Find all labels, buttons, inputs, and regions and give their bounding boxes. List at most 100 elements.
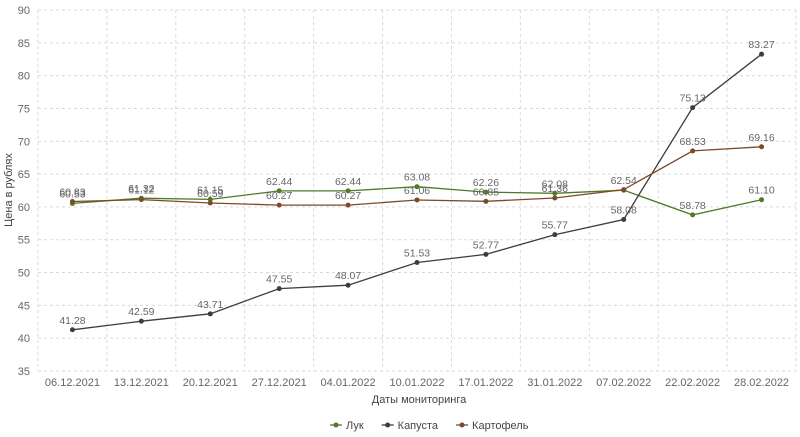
y-tick-label: 90 [18,5,30,17]
y-tick-label: 50 [18,268,30,280]
data-point [621,187,627,193]
data-label: 60.27 [266,190,292,202]
data-point [69,327,75,333]
data-point [138,318,144,324]
data-label: 55.77 [542,220,568,232]
x-tick-label: 28.02.2022 [734,377,789,389]
data-label: 83.27 [748,39,774,51]
data-label: 75.13 [679,93,705,105]
data-point [138,197,144,203]
data-point [552,190,558,196]
data-label: 61.15 [197,184,223,196]
x-tick-label: 06.12.2021 [45,377,100,389]
data-label: 60.85 [473,186,499,198]
data-point [483,251,489,257]
y-tick-label: 70 [18,136,30,148]
data-point [690,212,696,218]
data-point [414,260,420,266]
data-label: 52.77 [473,239,499,251]
legend-label: Капуста [398,420,439,432]
data-label: 47.55 [266,274,292,286]
data-point [207,196,213,202]
y-axis-title: Цена в рублях [3,153,15,227]
data-point [690,148,696,154]
data-label: 61.36 [542,183,568,195]
data-point [345,282,351,288]
y-tick-label: 65 [18,169,30,181]
data-label: 58.78 [679,200,705,212]
data-label: 61.10 [748,185,774,197]
data-label: 58.08 [611,205,637,217]
data-point [690,105,696,111]
data-label: 60.59 [197,188,223,200]
data-point [276,202,282,208]
data-label: 60.53 [59,188,85,200]
legend-marker [459,422,465,428]
legend-label: Картофель [472,420,529,432]
data-point [759,51,765,57]
data-label: 63.08 [404,172,430,184]
x-tick-label: 17.01.2022 [458,377,513,389]
x-tick-label: 04.01.2022 [321,377,376,389]
data-point [414,184,420,190]
y-tick-label: 55 [18,235,30,247]
data-point [483,189,489,195]
data-point [759,144,765,150]
data-label: 41.28 [59,315,85,327]
data-point [621,217,627,223]
data-label: 62.08 [542,178,568,190]
x-tick-label: 31.01.2022 [527,377,582,389]
data-label: 43.71 [197,299,223,311]
data-point [483,198,489,204]
data-label: 51.53 [404,248,430,260]
data-label: 68.53 [679,136,705,148]
x-tick-label: 13.12.2021 [114,377,169,389]
y-tick-label: 45 [18,300,30,312]
y-tick-label: 40 [18,333,30,345]
x-axis-title: Даты мониторинга [372,394,467,406]
data-label: 42.59 [128,306,154,318]
series-lines [69,51,765,333]
y-tick-label: 35 [18,366,30,378]
x-tick-label: 20.12.2021 [183,377,238,389]
data-point [207,311,213,317]
data-label: 61.06 [404,185,430,197]
data-point [345,202,351,208]
legend: Лук Капуста Картофель [330,420,529,432]
data-labels: 60.53 61.32 61.15 62.44 62.44 63.08 62.26 62.08… [59,39,775,327]
data-point [552,195,558,201]
legend-marker [333,422,339,428]
data-label: 60.83 [59,186,85,198]
y-axis-ticks: 35 40 45 50 55 60 65 70 75 80 85 90 [18,5,30,378]
gridlines [37,9,797,372]
data-label: 62.44 [266,176,292,188]
data-point [276,286,282,292]
data-label: 69.16 [748,132,774,144]
x-tick-label: 27.12.2021 [252,377,307,389]
data-label: 62.44 [335,176,361,188]
x-tick-label: 22.02.2022 [665,377,720,389]
legend-marker [385,422,391,428]
y-tick-label: 75 [18,103,30,115]
y-tick-label: 80 [18,71,30,83]
data-label: 60.27 [335,190,361,202]
data-point [345,188,351,194]
data-point [207,200,213,206]
data-label: 61.12 [128,185,154,197]
data-label: 48.07 [335,270,361,282]
x-tick-label: 07.02.2022 [596,377,651,389]
y-tick-label: 85 [18,38,30,50]
data-point [414,197,420,203]
data-label: 62.26 [473,177,499,189]
legend-label: Лук [346,420,364,432]
data-label: 61.32 [128,183,154,195]
data-point [552,232,558,238]
data-point [69,198,75,204]
x-tick-label: 10.01.2022 [389,377,444,389]
data-point [276,188,282,194]
x-axis-ticks: 06.12.2021 13.12.2021 20.12.2021 27.12.2021… [45,377,789,389]
data-label: 62.54 [611,175,637,187]
data-point [759,197,765,203]
y-tick-label: 60 [18,202,30,214]
